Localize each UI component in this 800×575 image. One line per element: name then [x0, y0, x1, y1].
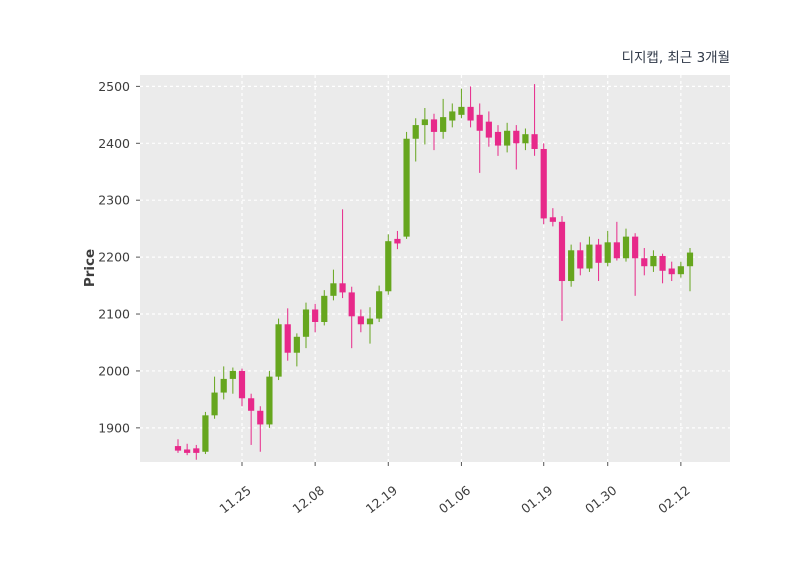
candle-body — [193, 448, 200, 453]
candle-body — [229, 370, 236, 379]
candle-body — [622, 236, 630, 259]
y-tick-label: 2200 — [98, 250, 130, 265]
candle-body — [568, 250, 575, 282]
candle-body — [549, 217, 556, 222]
x-tick-label: 01.06 — [436, 483, 473, 517]
candle-body — [558, 221, 566, 282]
candle-body — [403, 138, 410, 237]
candle-body — [440, 117, 447, 132]
candle-body — [531, 134, 538, 149]
candle-body — [357, 316, 364, 325]
candle-body — [650, 255, 657, 267]
candle-body — [604, 242, 611, 263]
x-tick-label: 12.08 — [290, 483, 327, 517]
y-tick-label: 2100 — [98, 307, 130, 322]
candle-body — [522, 134, 529, 144]
x-tick-label: 11.25 — [216, 483, 253, 517]
y-tick-label: 2500 — [98, 79, 130, 94]
candle-body — [394, 238, 401, 244]
y-axis-label: Price — [82, 248, 98, 288]
candle-body — [330, 283, 337, 296]
y-tick-label: 2300 — [98, 193, 130, 208]
candle-body — [412, 125, 419, 139]
candle-body — [293, 336, 300, 353]
candle-body — [266, 376, 273, 425]
x-tick-label: 12.19 — [363, 483, 400, 517]
plot-panel — [140, 75, 730, 462]
candle-body — [659, 255, 666, 271]
candle-body — [595, 244, 602, 263]
candle-body — [302, 309, 310, 337]
candle-body — [257, 410, 264, 425]
candle-body — [485, 121, 492, 138]
candle-body — [668, 268, 675, 275]
candle-body — [504, 130, 511, 146]
candle-body — [238, 370, 246, 399]
candle-body — [184, 449, 191, 453]
candle-body — [339, 283, 346, 293]
candle-body — [467, 106, 474, 121]
y-tick-label: 2400 — [98, 136, 130, 151]
candle-body — [613, 242, 620, 259]
candle-body — [540, 148, 547, 219]
candle-body — [312, 309, 319, 322]
candle-body — [376, 291, 383, 319]
x-tick-label: 01.19 — [518, 483, 555, 517]
candle-body — [449, 111, 456, 121]
candle-body — [458, 106, 465, 115]
candle-body — [211, 392, 218, 416]
x-tick-label: 01.30 — [582, 483, 619, 517]
x-tick-label: 02.12 — [655, 483, 692, 517]
candle-body — [632, 236, 639, 259]
candle-body — [577, 250, 584, 269]
candle-body — [275, 324, 282, 377]
candle-body — [220, 378, 227, 393]
candle-body — [248, 398, 255, 411]
candle-body — [677, 266, 684, 275]
candle-body — [476, 114, 483, 131]
candle-body — [494, 131, 502, 146]
candle-body — [430, 119, 438, 132]
y-tick-label: 2000 — [98, 363, 130, 378]
candle-body — [586, 244, 593, 269]
candle-body — [202, 415, 209, 452]
chart-title: 디지캡, 최근 3개월 — [621, 50, 730, 66]
candle-body — [366, 318, 374, 325]
candle-body — [641, 258, 648, 267]
candle-body — [421, 119, 428, 126]
candle-body — [284, 324, 291, 353]
candle-body — [385, 241, 392, 292]
y-tick-label: 1900 — [98, 420, 130, 435]
candle-body — [174, 446, 182, 451]
candle-body — [513, 130, 520, 144]
candle-body — [686, 252, 694, 267]
candle-body — [348, 292, 355, 317]
candle-body — [321, 295, 328, 322]
